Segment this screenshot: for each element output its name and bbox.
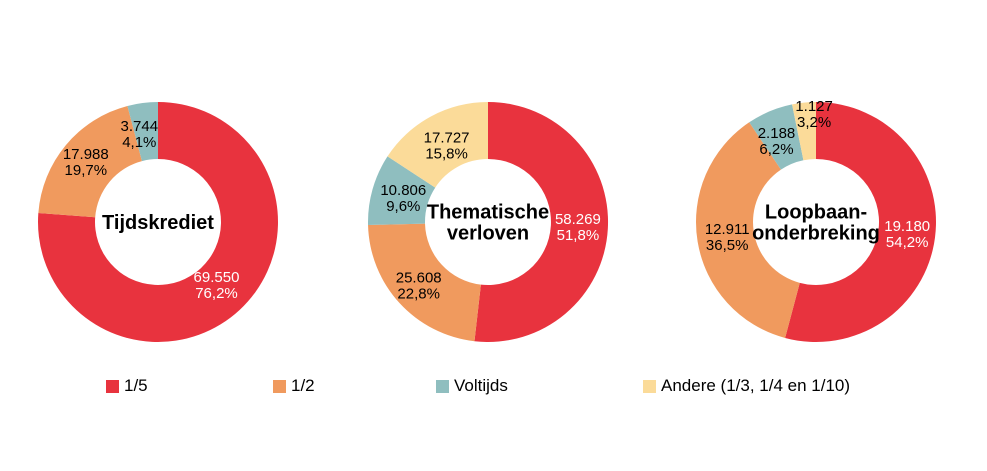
donut-slice-red <box>474 102 609 342</box>
legend-item-1-2: 1/2 <box>273 376 315 395</box>
donut-chart-loopbaan-onderbreking: 19.180 54,2% 12.911 36,5% 2.188 6,2%1.127 3,2%… <box>695 98 937 342</box>
legend-label: Voltijds <box>454 376 508 395</box>
legend-item-andere: Andere (1/3, 1/4 en 1/10) <box>643 376 851 395</box>
donut-chart-tijdskrediet: 69.550 76,2% 17.988 19,7% 3.744 4,1% Tijdskred… <box>37 102 278 342</box>
donut-slice-teal <box>749 104 804 170</box>
chart-title: Thematische verloven <box>427 202 549 245</box>
chart-title: Loopbaan-onderbreking <box>752 202 880 245</box>
slice-label-red: 19.180 54,2% <box>884 218 930 251</box>
legend-swatch-red <box>106 379 119 393</box>
slice-label-orange: 12.911 36,5% <box>705 221 750 254</box>
slice-label-red: 58.269 51,8% <box>555 211 601 244</box>
slice-label-cream: 17.727 15,8% <box>424 130 470 163</box>
donut-slice-teal <box>127 102 158 162</box>
legend-item-voltijds: Voltijds <box>436 376 508 395</box>
slice-label-teal: 2.188 6,2% <box>758 125 796 158</box>
chart-title: Tijdskrediet <box>102 212 214 234</box>
legend-item-1-5: 1/5 <box>106 376 148 395</box>
donut-slice-teal <box>368 156 436 226</box>
donut-slice-orange <box>368 223 481 342</box>
slice-label-red: 69.550 76,2% <box>194 269 240 302</box>
legend-swatch-orange <box>273 379 286 393</box>
donut-slice-orange <box>695 122 800 338</box>
donut-slice-cream <box>792 102 816 161</box>
slice-label-teal: 10.806 9,6% <box>380 182 426 215</box>
legend-label: Andere (1/3, 1/4 en 1/10) <box>661 376 851 395</box>
legend-swatch-teal <box>436 379 449 393</box>
donut-chart-thematische-verloven: 58.269 51,8% 25.608 22,8% 10.806 9,6% 17.727 15… <box>368 102 609 342</box>
slice-label-orange: 17.988 19,7% <box>63 146 109 179</box>
donut-slice-cream <box>387 102 488 188</box>
legend-label: 1/5 <box>124 376 148 395</box>
legend-label: 1/2 <box>291 376 315 395</box>
donut-slice-orange <box>38 105 142 218</box>
donut-slice-red <box>785 102 937 342</box>
slice-label-cream: 1.127 3,2% <box>795 98 833 131</box>
donut-slice-red <box>37 102 278 342</box>
slice-label-orange: 25.608 22,8% <box>396 270 442 303</box>
legend-swatch-cream <box>643 379 656 393</box>
slice-label-teal: 3.744 4,1% <box>121 118 159 151</box>
